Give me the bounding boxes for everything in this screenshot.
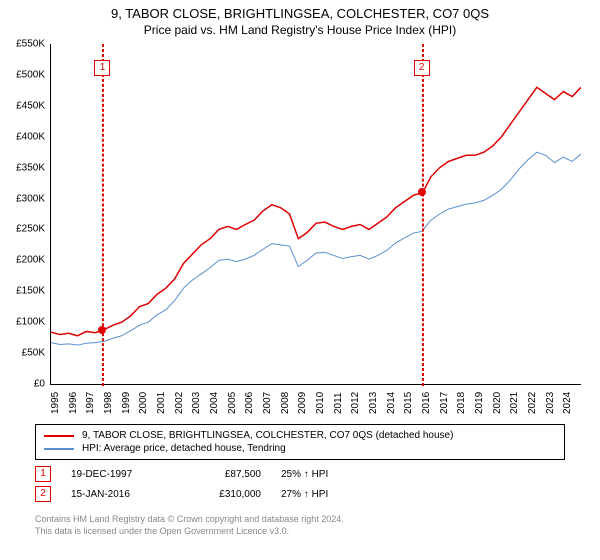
marker-dot — [98, 326, 106, 334]
x-axis-label: 2006 — [244, 392, 255, 414]
sale-diff: 25% ↑ HPI — [281, 469, 351, 480]
x-axis-label: 2007 — [262, 392, 273, 414]
y-axis-label: £400K — [0, 131, 45, 142]
legend-item: 9, TABOR CLOSE, BRIGHTLINGSEA, COLCHESTE… — [44, 429, 556, 442]
x-axis-label: 2013 — [368, 392, 379, 414]
series-price_paid — [51, 87, 581, 336]
x-axis-label: 2004 — [209, 392, 220, 414]
sale-diff: 27% ↑ HPI — [281, 489, 351, 500]
x-axis-label: 2019 — [474, 392, 485, 414]
y-axis-label: £150K — [0, 286, 45, 297]
chart-lines — [51, 44, 581, 384]
y-axis-label: £50K — [0, 348, 45, 359]
y-axis-label: £100K — [0, 317, 45, 328]
y-axis-label: £250K — [0, 224, 45, 235]
legend-item: HPI: Average price, detached house, Tend… — [44, 442, 556, 455]
x-axis-label: 2018 — [456, 392, 467, 414]
chart-plot-area — [50, 44, 581, 385]
x-axis-label: 2001 — [156, 392, 167, 414]
y-axis-label: £200K — [0, 255, 45, 266]
sale-date: 15-JAN-2016 — [71, 489, 171, 500]
x-axis-label: 2012 — [350, 392, 361, 414]
legend-swatch — [44, 435, 74, 437]
sale-row: 1 19-DEC-1997 £87,500 25% ↑ HPI — [35, 464, 351, 484]
chart-title: 9, TABOR CLOSE, BRIGHTLINGSEA, COLCHESTE… — [0, 0, 600, 21]
x-axis-label: 1999 — [121, 392, 132, 414]
x-axis-label: 2014 — [386, 392, 397, 414]
x-axis-label: 2023 — [545, 392, 556, 414]
y-axis-label: £450K — [0, 100, 45, 111]
y-axis-label: £500K — [0, 69, 45, 80]
x-axis-label: 2010 — [315, 392, 326, 414]
footnote-line: This data is licensed under the Open Gov… — [35, 526, 344, 538]
x-axis-label: 1995 — [50, 392, 61, 414]
sale-date: 19-DEC-1997 — [71, 469, 171, 480]
x-axis-label: 1998 — [103, 392, 114, 414]
x-axis-label: 2022 — [527, 392, 538, 414]
sale-num: 1 — [35, 466, 51, 482]
chart-subtitle: Price paid vs. HM Land Registry's House … — [0, 21, 600, 37]
x-axis-label: 2011 — [333, 392, 344, 414]
legend-swatch — [44, 448, 74, 450]
y-axis-label: £300K — [0, 193, 45, 204]
x-axis-label: 2009 — [297, 392, 308, 414]
x-axis-label: 2024 — [562, 392, 573, 414]
marker-number-box: 1 — [94, 60, 110, 76]
sale-price: £310,000 — [191, 489, 261, 500]
y-axis-label: £550K — [0, 39, 45, 50]
x-axis-label: 2002 — [174, 392, 185, 414]
x-axis-label: 2015 — [403, 392, 414, 414]
marker-number-box: 2 — [414, 60, 430, 76]
sales-table: 1 19-DEC-1997 £87,500 25% ↑ HPI 2 15-JAN-2016… — [35, 464, 351, 504]
x-axis-label: 2003 — [191, 392, 202, 414]
x-axis-label: 2020 — [492, 392, 503, 414]
x-axis-label: 2017 — [439, 392, 450, 414]
y-axis-label: £0 — [0, 379, 45, 390]
legend-box: 9, TABOR CLOSE, BRIGHTLINGSEA, COLCHESTE… — [35, 424, 565, 460]
marker-refline — [102, 44, 104, 386]
x-axis-label: 2005 — [227, 392, 238, 414]
legend-label: HPI: Average price, detached house, Tend… — [82, 443, 286, 454]
x-axis-label: 2000 — [138, 392, 149, 414]
sale-price: £87,500 — [191, 469, 261, 480]
marker-dot — [418, 188, 426, 196]
marker-refline — [422, 44, 424, 386]
y-axis-label: £350K — [0, 162, 45, 173]
sale-row: 2 15-JAN-2016 £310,000 27% ↑ HPI — [35, 484, 351, 504]
x-axis-label: 2008 — [280, 392, 291, 414]
x-axis-label: 2016 — [421, 392, 432, 414]
footnote-line: Contains HM Land Registry data © Crown c… — [35, 514, 344, 526]
x-axis-label: 1996 — [68, 392, 79, 414]
legend-label: 9, TABOR CLOSE, BRIGHTLINGSEA, COLCHESTE… — [82, 430, 453, 441]
x-axis-label: 1997 — [85, 392, 96, 414]
x-axis-label: 2021 — [509, 392, 520, 414]
sale-num: 2 — [35, 486, 51, 502]
footnote: Contains HM Land Registry data © Crown c… — [35, 514, 344, 537]
